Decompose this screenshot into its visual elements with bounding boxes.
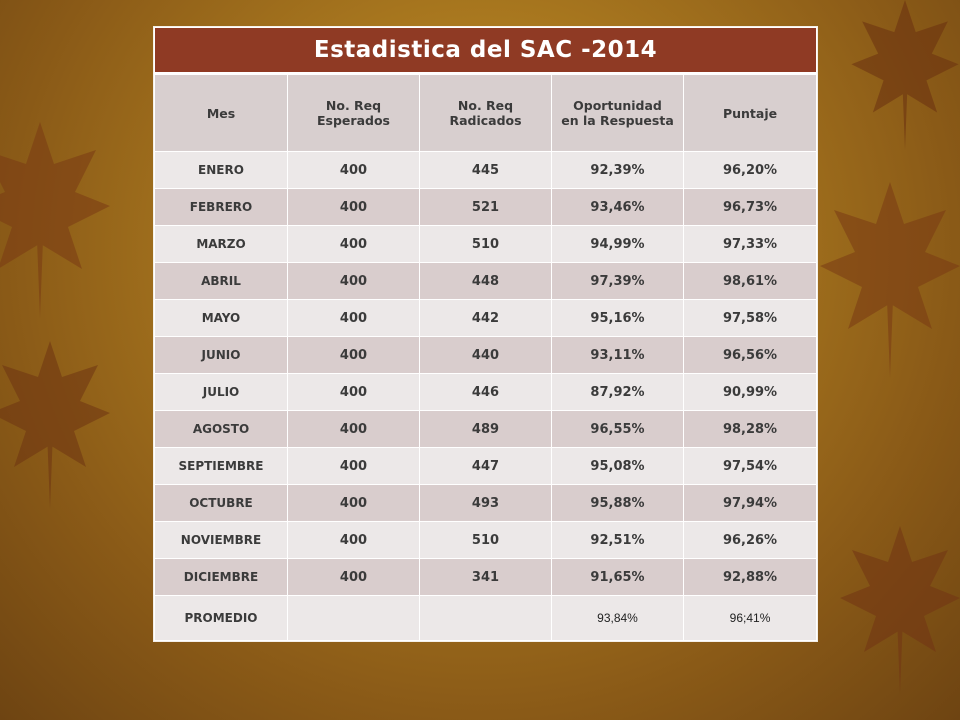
table-title: Estadistica del SAC -2014 <box>153 27 818 75</box>
cell-puntaje: 92,88% <box>682 558 818 596</box>
cell-oportunidad: 92,51% <box>551 521 684 559</box>
cell-puntaje: 98,28% <box>682 410 818 448</box>
cell-oportunidad: 94,99% <box>551 225 684 263</box>
average-label: PROMEDIO <box>154 595 288 641</box>
cell-mes: FEBRERO <box>154 188 288 226</box>
cell-puntaje: 96,56% <box>682 336 818 374</box>
cell-puntaje: 90,99% <box>682 373 818 411</box>
cell-mes: DICIEMBRE <box>154 558 288 596</box>
header-esperados: No. Req Esperados <box>287 73 420 152</box>
table-row: OCTUBRE 400 493 95,88% 97,94% <box>154 484 818 522</box>
table-row: SEPTIEMBRE 400 447 95,08% 97,54% <box>154 447 818 485</box>
cell-puntaje: 96,73% <box>682 188 818 226</box>
table-body: ENERO 400 445 92,39% 96,20% FEBRERO 400 521 93,4… <box>154 151 818 596</box>
table-row: JUNIO 400 440 93,11% 96,56% <box>154 336 818 374</box>
cell-radicados: 445 <box>419 151 552 189</box>
sac-statistics-table: Estadistica del SAC -2014 Mes No. Req Es… <box>153 27 818 641</box>
cell-esperados: 400 <box>287 299 420 337</box>
cell-oportunidad: 95,16% <box>551 299 684 337</box>
cell-esperados: 400 <box>287 336 420 374</box>
cell-oportunidad: 96,55% <box>551 410 684 448</box>
cell-oportunidad: 87,92% <box>551 373 684 411</box>
cell-puntaje: 97,33% <box>682 225 818 263</box>
cell-radicados: 448 <box>419 262 552 300</box>
table-row: DICIEMBRE 400 341 91,65% 92,88% <box>154 558 818 596</box>
cell-oportunidad: 93,46% <box>551 188 684 226</box>
maple-leaf-icon <box>840 526 960 694</box>
average-radicados <box>419 595 552 641</box>
maple-leaf-icon <box>851 0 959 150</box>
cell-esperados: 400 <box>287 188 420 226</box>
cell-esperados: 400 <box>287 151 420 189</box>
cell-puntaje: 97,54% <box>682 447 818 485</box>
header-mes: Mes <box>154 73 288 152</box>
cell-oportunidad: 91,65% <box>551 558 684 596</box>
cell-radicados: 447 <box>419 447 552 485</box>
cell-mes: AGOSTO <box>154 410 288 448</box>
maple-leaf-icon <box>0 341 110 509</box>
cell-mes: SEPTIEMBRE <box>154 447 288 485</box>
maple-leaf-icon <box>820 182 960 378</box>
cell-oportunidad: 95,88% <box>551 484 684 522</box>
cell-esperados: 400 <box>287 484 420 522</box>
average-esperados <box>287 595 420 641</box>
table-row: NOVIEMBRE 400 510 92,51% 96,26% <box>154 521 818 559</box>
average-oportunidad: 93,84% <box>551 595 684 641</box>
cell-radicados: 341 <box>419 558 552 596</box>
table-row: FEBRERO 400 521 93,46% 96,73% <box>154 188 818 226</box>
cell-radicados: 493 <box>419 484 552 522</box>
cell-radicados: 510 <box>419 521 552 559</box>
cell-mes: MARZO <box>154 225 288 263</box>
average-puntaje: 96;41% <box>682 595 818 641</box>
table-row: ENERO 400 445 92,39% 96,20% <box>154 151 818 189</box>
cell-puntaje: 96,26% <box>682 521 818 559</box>
header-row: Mes No. Req Esperados No. Req Radicados … <box>154 73 818 152</box>
header-oportunidad: Oportunidad en la Respuesta <box>551 73 684 152</box>
table-row: JULIO 400 446 87,92% 90,99% <box>154 373 818 411</box>
cell-esperados: 400 <box>287 262 420 300</box>
cell-radicados: 440 <box>419 336 552 374</box>
cell-radicados: 489 <box>419 410 552 448</box>
cell-oportunidad: 97,39% <box>551 262 684 300</box>
cell-mes: MAYO <box>154 299 288 337</box>
cell-esperados: 400 <box>287 410 420 448</box>
header-radicados: No. Req Radicados <box>419 73 552 152</box>
cell-mes: JULIO <box>154 373 288 411</box>
cell-puntaje: 97,94% <box>682 484 818 522</box>
cell-mes: ENERO <box>154 151 288 189</box>
cell-mes: ABRIL <box>154 262 288 300</box>
cell-esperados: 400 <box>287 373 420 411</box>
table-row: MARZO 400 510 94,99% 97,33% <box>154 225 818 263</box>
cell-esperados: 400 <box>287 225 420 263</box>
table-row: AGOSTO 400 489 96,55% 98,28% <box>154 410 818 448</box>
cell-esperados: 400 <box>287 558 420 596</box>
maple-leaf-icon <box>0 122 110 318</box>
cell-esperados: 400 <box>287 447 420 485</box>
cell-radicados: 510 <box>419 225 552 263</box>
header-puntaje: Puntaje <box>682 73 818 152</box>
cell-oportunidad: 92,39% <box>551 151 684 189</box>
cell-radicados: 521 <box>419 188 552 226</box>
cell-oportunidad: 93,11% <box>551 336 684 374</box>
cell-esperados: 400 <box>287 521 420 559</box>
cell-oportunidad: 95,08% <box>551 447 684 485</box>
cell-radicados: 442 <box>419 299 552 337</box>
cell-puntaje: 98,61% <box>682 262 818 300</box>
cell-mes: OCTUBRE <box>154 484 288 522</box>
cell-puntaje: 96,20% <box>682 151 818 189</box>
table-row: MAYO 400 442 95,16% 97,58% <box>154 299 818 337</box>
cell-mes: JUNIO <box>154 336 288 374</box>
table-row: ABRIL 400 448 97,39% 98,61% <box>154 262 818 300</box>
cell-mes: NOVIEMBRE <box>154 521 288 559</box>
cell-radicados: 446 <box>419 373 552 411</box>
cell-puntaje: 97,58% <box>682 299 818 337</box>
average-row: PROMEDIO 93,84% 96;41% <box>154 595 818 641</box>
